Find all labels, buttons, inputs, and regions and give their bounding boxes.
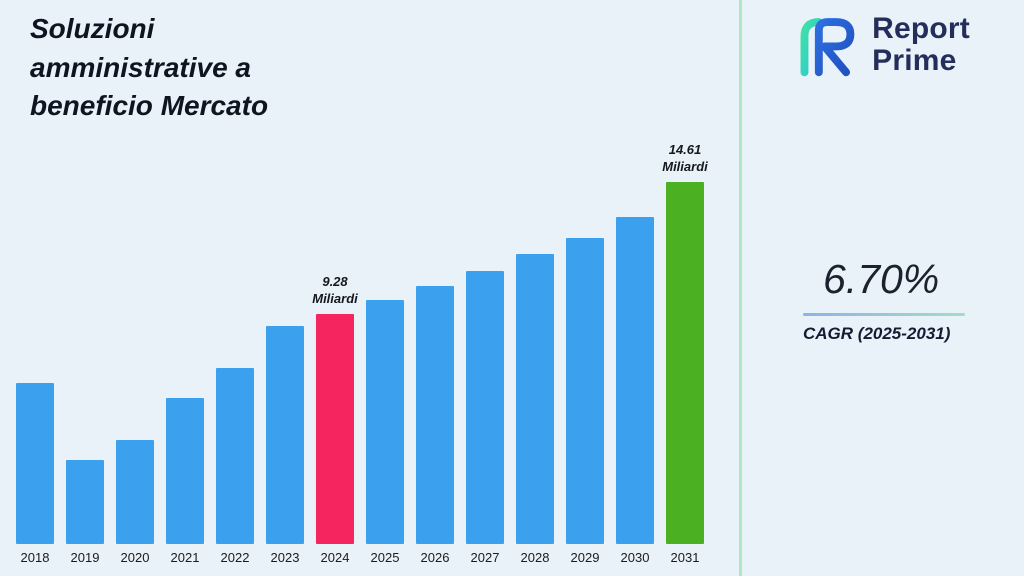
bar-column: 2027 (466, 271, 504, 566)
bar-column: 2028 (516, 254, 554, 566)
bar-column: 2026 (416, 286, 454, 566)
bar-column: 2025 (366, 300, 404, 566)
cagr-value: 6.70% (823, 256, 940, 302)
x-axis-label: 2023 (270, 550, 300, 565)
bar-value-unit: Miliardi (662, 159, 708, 175)
x-axis-label: 2029 (570, 550, 600, 565)
x-axis-label: 2022 (220, 550, 250, 565)
cagr-underline (803, 313, 965, 316)
bar-2027 (466, 271, 504, 544)
bar-2025 (366, 300, 404, 544)
bar-2028 (516, 254, 554, 544)
logo-word-prime: Prime (872, 44, 957, 77)
bar-column: 2019 (66, 460, 104, 566)
x-axis-label: 2030 (620, 550, 650, 565)
x-axis-label: 2031 (670, 550, 700, 565)
logo-wordmark: Report Prime (872, 11, 970, 78)
bar-column: 9.28 Miliardi 2024 (312, 274, 358, 566)
bar-2024 (316, 314, 354, 544)
bar-column: 2022 (216, 368, 254, 566)
x-axis-label: 2020 (120, 550, 150, 565)
bar-2023 (266, 326, 304, 544)
report-prime-logo: Report Prime (790, 12, 970, 78)
bar-column: 2021 (166, 398, 204, 566)
page-title: Soluzioni amministrative a beneficio Mer… (30, 13, 269, 122)
bar-2031 (666, 182, 704, 544)
bar-2018 (16, 383, 54, 544)
bar-column: 14.61 Miliardi 2031 (662, 142, 708, 566)
bar-value-number: 9.28 (322, 274, 348, 290)
bar-column: 2018 (16, 383, 54, 566)
bar-2026 (416, 286, 454, 544)
bar-value-unit: Miliardi (312, 291, 358, 307)
x-axis-label: 2024 (320, 550, 350, 565)
bar-value-label: 14.61 Miliardi (662, 142, 708, 176)
bar-2019 (66, 460, 104, 544)
bar-2029 (566, 238, 604, 544)
x-axis-label: 2026 (420, 550, 450, 565)
bar-2030 (616, 217, 654, 544)
x-axis-label: 2028 (520, 550, 550, 565)
bar-column: 2029 (566, 238, 604, 566)
bar-column: 2020 (116, 440, 154, 566)
x-axis-label: 2021 (170, 550, 200, 565)
bar-column: 2023 (266, 326, 304, 566)
vertical-divider (739, 0, 742, 576)
cagr-label: CAGR (2025-2031) (803, 324, 951, 343)
bar-chart: 2018 2019 2020 2021 2022 2023 9.28 Miliardi 2024… (16, 142, 708, 566)
bar-2021 (166, 398, 204, 544)
x-axis-label: 2018 (20, 550, 50, 565)
cagr-block: 6.70% CAGR (2025-2031) (803, 256, 965, 344)
bar-value-label: 9.28 Miliardi (312, 274, 358, 308)
x-axis-label: 2025 (370, 550, 400, 565)
x-axis-label: 2027 (470, 550, 500, 565)
logo-word-report: Report (872, 11, 970, 45)
bar-2022 (216, 368, 254, 544)
bar-2020 (116, 440, 154, 544)
logo-icon (800, 18, 855, 77)
bar-value-number: 14.61 (668, 142, 702, 158)
x-axis-label: 2019 (70, 550, 100, 565)
bar-column: 2030 (616, 217, 654, 566)
